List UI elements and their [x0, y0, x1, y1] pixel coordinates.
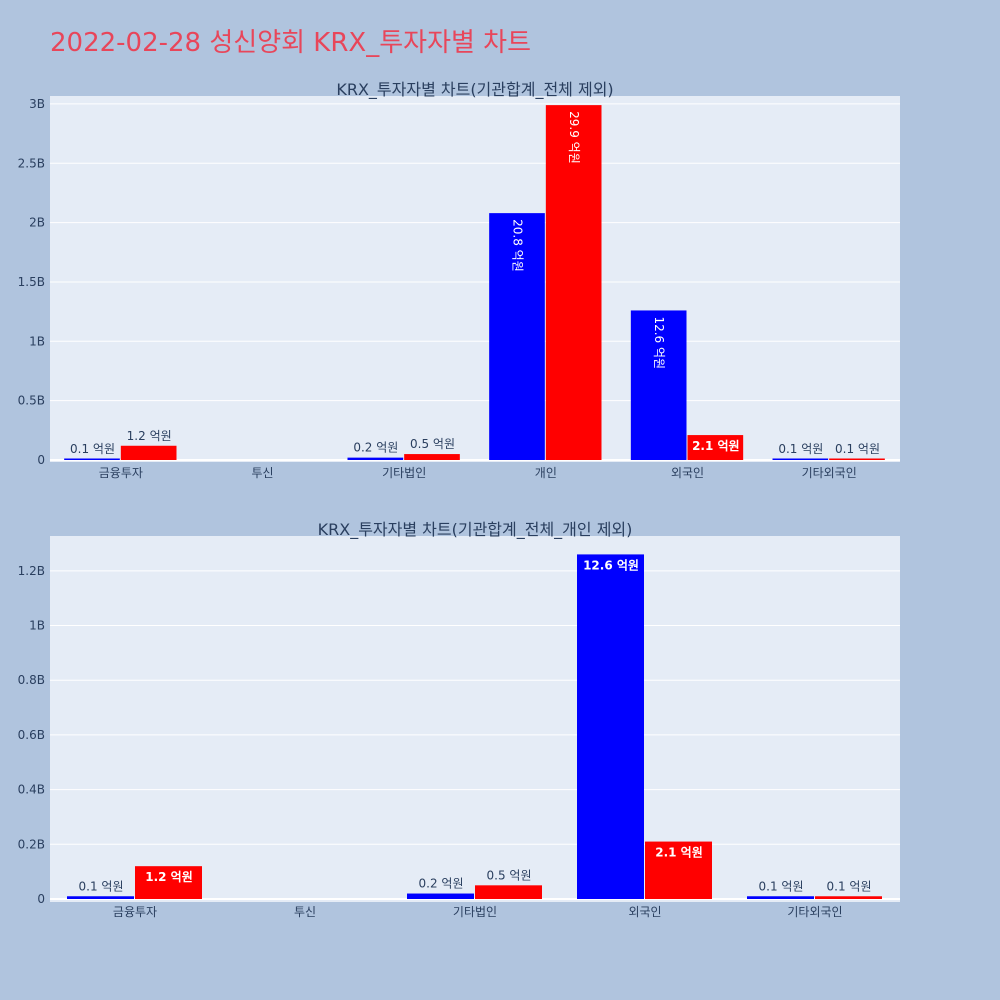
bar — [407, 893, 474, 899]
data-label: 12.6 억원 — [652, 316, 666, 369]
y-tick-label: 0.4B — [18, 783, 45, 797]
data-label: 20.8 억원 — [511, 219, 525, 272]
bar — [815, 896, 882, 899]
bar — [347, 457, 404, 460]
data-label: 2.1 억원 — [655, 846, 703, 860]
data-label: 29.9 억원 — [567, 111, 581, 164]
y-tick-label: 1B — [29, 619, 45, 633]
x-tick-label: 기타외국인 — [787, 905, 842, 919]
bar — [135, 866, 202, 899]
y-tick-label: 2B — [29, 216, 45, 230]
y-tick-label: 0 — [37, 453, 45, 467]
bar — [545, 105, 602, 461]
data-label: 0.5 억원 — [410, 437, 455, 451]
y-tick-label: 0 — [37, 892, 45, 906]
bar — [645, 841, 712, 899]
y-tick-label: 0.2B — [18, 837, 45, 851]
chart-bottom: KRX_투자자별 차트(기관합계_전체_개인 제외) 0 0.2B 0.4B 0.6B 0… — [18, 520, 900, 919]
y-tick-label: 1B — [29, 334, 45, 348]
x-tick-label: 기타법인 — [453, 905, 497, 919]
bar — [772, 458, 829, 460]
data-label: 12.6 억원 — [583, 558, 639, 572]
bar — [64, 458, 120, 460]
data-label: 0.1 억원 — [778, 442, 823, 456]
y-tick-label: 2.5B — [18, 156, 45, 170]
y-tick-label: 0.8B — [18, 673, 45, 687]
data-label: 0.1 억원 — [70, 442, 115, 456]
bar — [67, 896, 134, 899]
y-tick-label: 1.5B — [18, 275, 45, 289]
x-tick-label: 금융투자 — [99, 466, 143, 480]
x-tick-label: 투신 — [251, 466, 273, 480]
data-label: 0.2 억원 — [419, 877, 464, 891]
bar — [120, 445, 177, 460]
bar — [687, 435, 744, 460]
data-label: 1.2 억원 — [127, 429, 172, 443]
x-tick-label: 투신 — [294, 905, 316, 919]
bar — [630, 310, 687, 460]
y-tick-label: 0.5B — [18, 394, 45, 408]
data-label: 1.2 억원 — [145, 870, 193, 884]
data-label: 0.1 억원 — [759, 879, 804, 893]
x-tick-label: 금융투자 — [113, 905, 157, 919]
data-label: 0.1 억원 — [79, 879, 124, 893]
bar — [747, 896, 814, 899]
x-tick-label: 외국인 — [628, 905, 661, 919]
chart-title: KRX_투자자별 차트(기관합계_전체_개인 제외) — [318, 520, 633, 540]
chart-top: KRX_투자자별 차트(기관합계_전체 제외) 0 0.5B 1B 1.5B 2B 2.5B… — [18, 80, 900, 480]
page-title: 2022-02-28 성신양회 KRX_투자자별 차트 — [50, 28, 532, 58]
bar — [489, 213, 545, 460]
chart-title: KRX_투자자별 차트(기관합계_전체 제외) — [336, 80, 613, 100]
y-tick-label: 0.6B — [18, 728, 45, 742]
data-label: 0.5 억원 — [487, 868, 532, 882]
x-tick-label: 외국인 — [671, 466, 704, 480]
y-tick-label: 1.2B — [18, 564, 45, 578]
bar — [404, 454, 460, 460]
bar — [475, 885, 542, 899]
data-label: 0.1 억원 — [827, 879, 872, 893]
x-tick-label: 기타법인 — [382, 466, 426, 480]
x-tick-label: 기타외국인 — [802, 466, 857, 480]
data-label: 2.1 억원 — [692, 439, 740, 453]
x-tick-label: 개인 — [535, 466, 557, 480]
bar — [829, 458, 885, 460]
y-tick-label: 3B — [29, 97, 45, 111]
plot-area — [50, 536, 900, 902]
bar — [577, 554, 644, 899]
data-label: 0.2 억원 — [353, 441, 398, 455]
data-label: 0.1 억원 — [835, 442, 880, 456]
